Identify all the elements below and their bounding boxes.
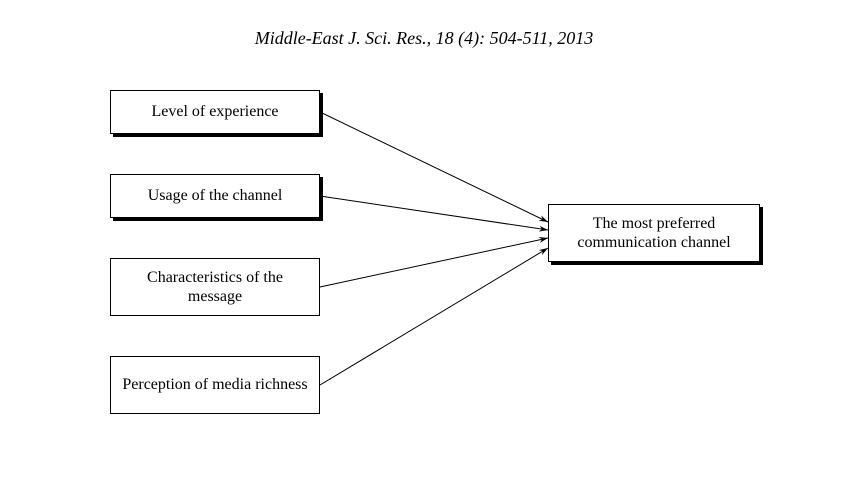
edge-line [320, 196, 548, 230]
node-box: Usage of the channel [110, 174, 320, 218]
node-label: Characteristics of the message [119, 268, 311, 306]
node-label: Usage of the channel [148, 186, 283, 205]
node-label: Perception of media richness [122, 375, 307, 394]
node-box: Perception of media richness [110, 356, 320, 414]
node-label: Level of experience [151, 102, 278, 121]
node-box: Characteristics of the message [110, 258, 320, 316]
flow-diagram: Level of experience Usage of the channel C… [0, 0, 848, 500]
edge-line [320, 238, 548, 287]
edge-line [320, 248, 548, 385]
node-box: The most preferred communication channel [548, 204, 760, 262]
node-box: Level of experience [110, 90, 320, 134]
node-label: The most preferred communication channel [557, 214, 751, 252]
edge-line [320, 112, 548, 222]
